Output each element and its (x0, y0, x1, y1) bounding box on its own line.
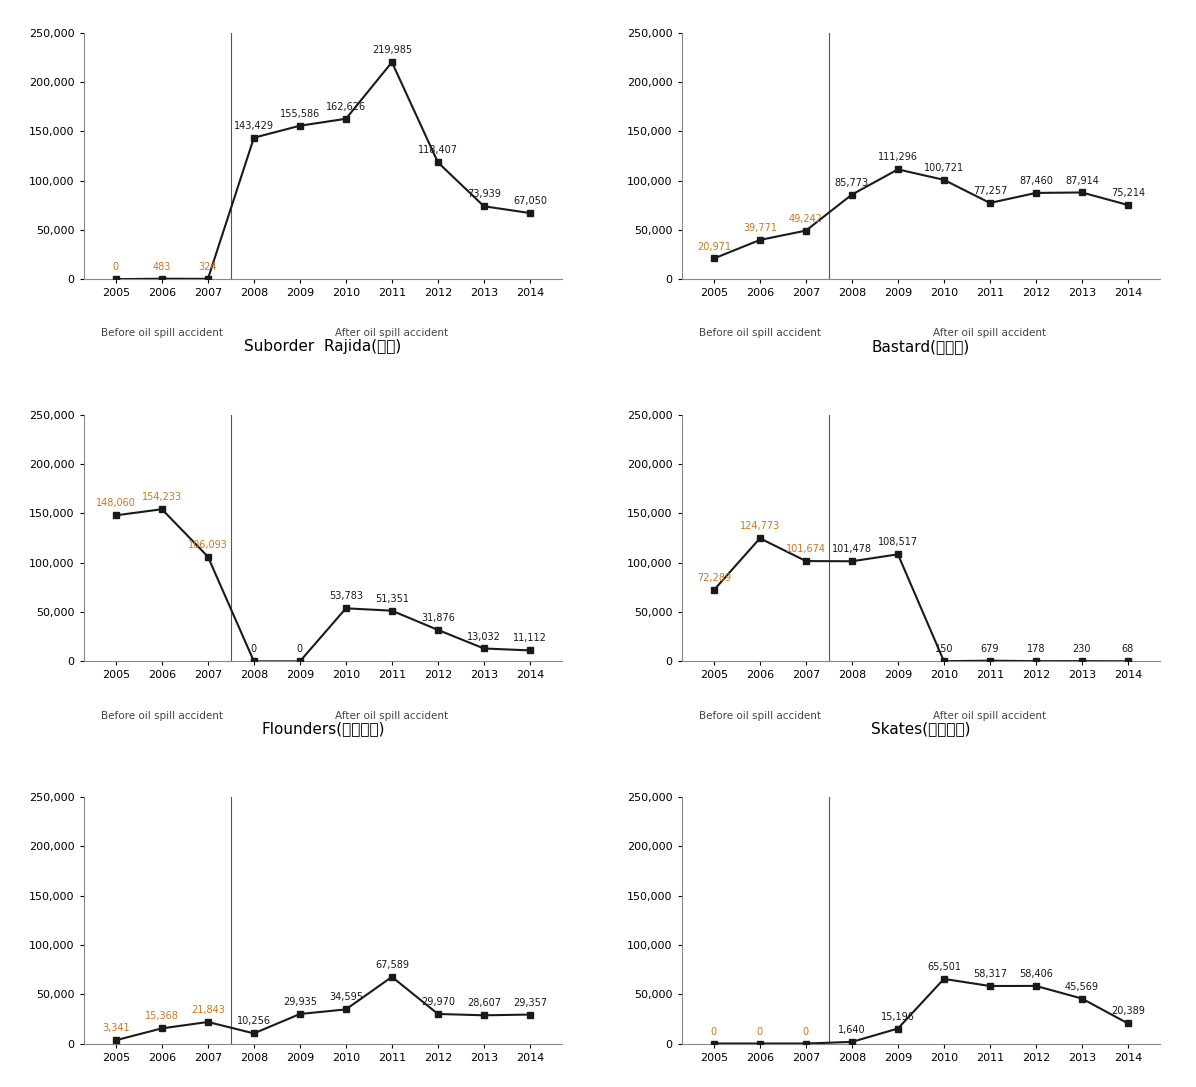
Text: 21,843: 21,843 (191, 1005, 225, 1015)
Text: After oil spill accident: After oil spill accident (335, 711, 448, 721)
Text: 49,242: 49,242 (789, 214, 823, 224)
Text: 34,595: 34,595 (329, 992, 362, 1002)
Text: 87,460: 87,460 (1019, 176, 1052, 186)
Text: 0: 0 (297, 645, 303, 654)
Text: 20,971: 20,971 (697, 241, 731, 251)
Text: 28,607: 28,607 (466, 998, 501, 1009)
Text: 108,517: 108,517 (878, 537, 919, 548)
Text: 67,050: 67,050 (513, 196, 547, 207)
Text: After oil spill accident: After oil spill accident (933, 328, 1046, 338)
Text: 87,914: 87,914 (1064, 175, 1099, 186)
Text: 85,773: 85,773 (835, 177, 869, 188)
Text: After oil spill accident: After oil spill accident (933, 711, 1046, 721)
Text: 15,368: 15,368 (145, 1011, 179, 1022)
Text: 29,970: 29,970 (421, 997, 454, 1007)
Text: 11,112: 11,112 (513, 634, 547, 644)
Text: 73,939: 73,939 (466, 189, 501, 199)
Text: 148,060: 148,060 (96, 498, 136, 509)
Text: Bastard(낙치류): Bastard(낙치류) (872, 339, 970, 354)
Text: 77,257: 77,257 (972, 186, 1007, 196)
Text: 58,317: 58,317 (972, 969, 1007, 979)
Text: 178: 178 (1026, 645, 1045, 654)
Text: 20,389: 20,389 (1111, 1007, 1145, 1016)
Text: Before oil spill accident: Before oil spill accident (698, 711, 820, 721)
Text: 150: 150 (934, 645, 953, 654)
Text: 101,478: 101,478 (832, 545, 872, 554)
Text: 29,357: 29,357 (513, 998, 547, 1008)
Text: 324: 324 (199, 262, 218, 272)
Text: 0: 0 (710, 1026, 716, 1037)
Text: Before oil spill accident: Before oil spill accident (100, 328, 222, 338)
Text: 162,626: 162,626 (325, 102, 366, 112)
Text: 679: 679 (981, 644, 999, 653)
Text: 39,771: 39,771 (743, 223, 777, 233)
Text: Before oil spill accident: Before oil spill accident (698, 328, 820, 338)
Text: 58,406: 58,406 (1019, 969, 1052, 979)
Text: 67,589: 67,589 (374, 960, 409, 970)
Text: 13,032: 13,032 (466, 632, 501, 641)
Text: 29,935: 29,935 (283, 997, 317, 1007)
Text: Suborder  Rajida(홍어): Suborder Rajida(홍어) (244, 339, 402, 354)
Text: 53,783: 53,783 (329, 591, 362, 601)
Text: 219,985: 219,985 (372, 46, 411, 55)
Text: 72,289: 72,289 (697, 573, 731, 583)
Text: 65,501: 65,501 (927, 962, 960, 972)
Text: 0: 0 (757, 1026, 763, 1037)
Text: 45,569: 45,569 (1064, 982, 1099, 991)
Text: 10,256: 10,256 (237, 1016, 271, 1026)
Text: 3,341: 3,341 (102, 1023, 129, 1034)
Text: 111,296: 111,296 (878, 152, 917, 162)
Text: 15,196: 15,196 (881, 1012, 915, 1022)
Text: 100,721: 100,721 (923, 163, 964, 173)
Text: 0: 0 (251, 645, 257, 654)
Text: Skates(가오리류): Skates(가오리류) (871, 721, 971, 736)
Text: 483: 483 (153, 262, 171, 272)
Text: 106,093: 106,093 (188, 540, 228, 550)
Text: 0: 0 (803, 1026, 808, 1037)
Text: 230: 230 (1073, 645, 1091, 654)
Text: 143,429: 143,429 (234, 121, 274, 130)
Text: 124,773: 124,773 (740, 522, 780, 532)
Text: 118,407: 118,407 (417, 146, 458, 155)
Text: 51,351: 51,351 (374, 594, 409, 603)
Text: 31,876: 31,876 (421, 613, 454, 623)
Text: 68: 68 (1122, 645, 1134, 654)
Text: Before oil spill accident: Before oil spill accident (100, 711, 222, 721)
Text: 154,233: 154,233 (142, 492, 182, 502)
Text: 155,586: 155,586 (280, 109, 321, 118)
Text: Flounders(가자미류): Flounders(가자미류) (261, 721, 385, 736)
Text: 101,674: 101,674 (786, 545, 826, 554)
Text: 1,640: 1,640 (838, 1025, 866, 1035)
Text: 0: 0 (112, 262, 118, 272)
Text: After oil spill accident: After oil spill accident (335, 328, 448, 338)
Text: 75,214: 75,214 (1111, 188, 1145, 198)
